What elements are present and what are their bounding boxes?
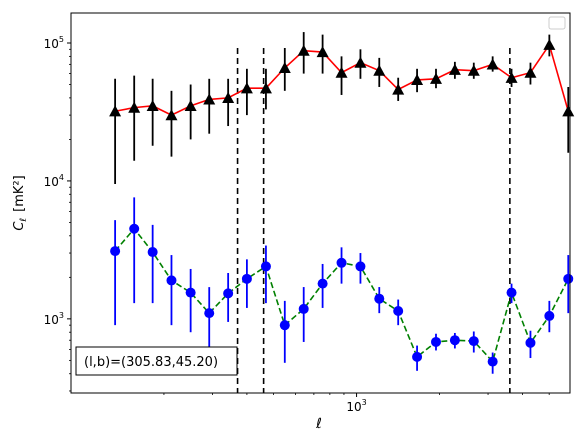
series-2-marker-16	[393, 306, 404, 317]
series-2-marker-8	[241, 273, 252, 284]
svg-text:Cℓ[mK²]: Cℓ [mK²]	[12, 175, 29, 230]
series-2-marker-24	[544, 310, 555, 321]
annotation-text: (l,b)=(305.83,45.20)	[84, 355, 218, 370]
series-1-marker-20	[467, 64, 480, 76]
series-2-marker-6	[204, 308, 215, 319]
series-1-marker-7	[222, 91, 235, 103]
series-1-marker-24	[543, 38, 556, 50]
series-1-marker-17	[411, 73, 424, 86]
y-axis-label-main: C	[12, 221, 27, 231]
series-2-marker-20	[468, 336, 479, 347]
series-2-marker-18	[430, 336, 441, 347]
series-2-marker-1	[110, 246, 121, 257]
series-1-marker-14	[354, 56, 367, 68]
series-1-marker-8	[240, 82, 253, 94]
annotation: (l,b)=(305.83,45.20)	[75, 346, 238, 376]
series-2-marker-23	[525, 337, 536, 348]
series-1-marker-19	[448, 63, 461, 75]
y-axis-label: Cℓ [mK²]	[12, 175, 29, 230]
annotation-box	[75, 346, 238, 376]
series-2-marker-4	[166, 275, 177, 286]
markers-layer	[109, 38, 575, 367]
series-2-marker-11	[298, 303, 309, 314]
series-2-marker-9	[260, 261, 271, 272]
series-2-marker-5	[185, 287, 196, 298]
plot-frame	[70, 12, 571, 394]
series-2-marker-13	[336, 257, 347, 268]
series-2-marker-25	[563, 273, 574, 284]
series-1-marker-2	[128, 101, 141, 113]
series-1-marker-9	[259, 82, 272, 94]
series-1-marker-11	[297, 44, 310, 56]
y-tick-label-1: 103	[44, 311, 64, 327]
series-1-marker-18	[429, 72, 442, 84]
x-tick-label-1: 103	[346, 398, 366, 414]
series-1-marker-21	[486, 58, 499, 70]
vertical-lines-layer	[236, 48, 511, 393]
series-1-marker-25	[562, 105, 575, 117]
series-2-marker-17	[412, 351, 423, 362]
x-axis-label: ℓ	[315, 416, 322, 432]
series-2-marker-12	[317, 278, 328, 289]
series-2-marker-15	[374, 293, 385, 304]
legend-box	[548, 16, 566, 30]
plot-area	[71, 13, 570, 393]
y-axis-label-unit: [mK²]	[12, 175, 27, 212]
series-1-marker-10	[278, 61, 291, 73]
y-axis-label-sub: ℓ	[19, 218, 29, 223]
series-1-marker-5	[184, 99, 197, 111]
series-1-marker-13	[335, 66, 348, 78]
series-2-marker-14	[355, 261, 366, 272]
series-1-marker-23	[524, 66, 537, 78]
series-1-marker-15	[373, 64, 386, 76]
series-2-marker-3	[147, 247, 158, 258]
series-2-marker-22	[506, 287, 517, 298]
ticks-layer: 103 104 105 103	[44, 35, 550, 414]
series-2-marker-10	[279, 320, 290, 331]
series-1-marker-3	[146, 99, 159, 111]
series-1-marker-16	[392, 83, 405, 95]
series-2-marker-19	[449, 335, 460, 346]
series-1-marker-4	[165, 109, 178, 121]
series-1-marker-12	[316, 46, 329, 58]
y-tick-label-2: 104	[44, 173, 64, 189]
series-2-marker-7	[223, 288, 234, 299]
series-2-marker-21	[487, 356, 498, 367]
series-1-marker-22	[505, 71, 518, 83]
series-1-marker-6	[203, 93, 216, 105]
series-2-marker-2	[129, 223, 140, 234]
y-tick-label-3: 105	[44, 35, 64, 51]
series-1-marker-1	[109, 105, 122, 117]
